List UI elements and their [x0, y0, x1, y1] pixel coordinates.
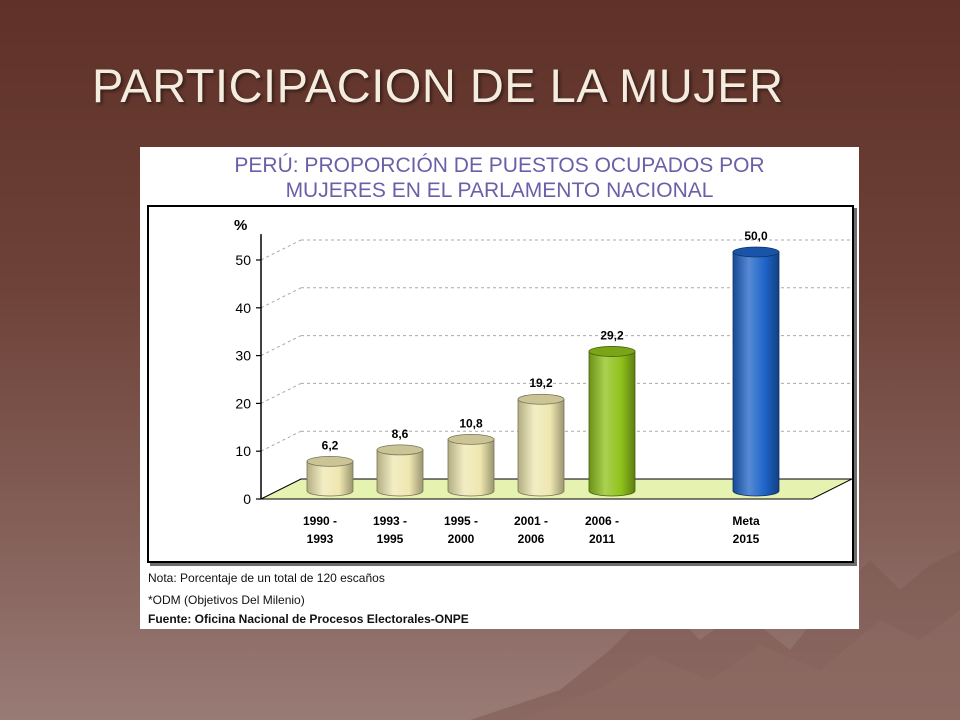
bar-0 — [306, 460, 354, 497]
bar-top-5 — [732, 246, 780, 258]
data-label-2: 10,8 — [459, 416, 483, 430]
gridline-diagonal-20 — [260, 382, 302, 404]
bar-top-0 — [306, 455, 354, 467]
y-axis-label: % — [234, 217, 247, 234]
x-tick-label-5-b: 2015 — [733, 532, 760, 546]
data-label-3: 19,2 — [529, 376, 553, 390]
y-tick-label-0: 0 — [243, 491, 251, 507]
x-tick-label-1-a: 1993 - — [373, 514, 407, 528]
data-label-5: 50,0 — [744, 229, 768, 243]
note-source: Fuente: Oficina Nacional de Procesos Ele… — [148, 612, 469, 626]
bar-top-2 — [447, 433, 495, 445]
bar-chart: 0 10 20 30 40 50% 6,2 1990 - 1993 8,6 1993 - 1995 10… — [234, 217, 852, 546]
chart-panel: PERÚ: PROPORCIÓN DE PUESTOS OCUPADOS POR… — [140, 147, 859, 629]
bar-4 — [588, 351, 636, 497]
chart-title-line-2: MUJERES EN EL PARLAMENTO NACIONAL — [285, 179, 714, 202]
bar-top-1 — [376, 444, 424, 456]
bar-1 — [376, 449, 424, 497]
x-tick-label-1-b: 1995 — [377, 532, 404, 546]
note-seats: Nota: Porcentaje de un total de 120 esca… — [148, 571, 385, 585]
x-tick-label-4-a: 2006 - — [585, 514, 619, 528]
chart-title-line-1: PERÚ: PROPORCIÓN DE PUESTOS OCUPADOS POR — [234, 154, 765, 177]
x-tick-label-4-b: 2011 — [589, 532, 615, 546]
x-tick-label-2-a: 1995 - — [444, 514, 478, 528]
data-label-4: 29,2 — [600, 328, 624, 342]
y-tick-label-40: 40 — [235, 300, 251, 316]
x-tick-label-2-b: 2000 — [448, 532, 475, 546]
gridline-diagonal-40 — [260, 287, 302, 309]
y-tick-label-50: 50 — [235, 252, 251, 268]
x-tick-label-3-a: 2001 - — [514, 514, 548, 528]
bar-5 — [732, 251, 780, 497]
y-tick-label-10: 10 — [235, 443, 251, 459]
gridline-diagonal-30 — [260, 335, 302, 357]
x-tick-label-0-a: 1990 - — [303, 514, 337, 528]
gridline-diagonal-10 — [260, 430, 302, 452]
x-tick-label-3-b: 2006 — [518, 532, 545, 546]
x-tick-label-0-b: 1993 — [307, 532, 334, 546]
y-tick-label-30: 30 — [235, 348, 251, 364]
bar-top-3 — [517, 393, 565, 405]
note-odm: *ODM (Objetivos Del Milenio) — [148, 593, 305, 607]
bar-top-4 — [588, 346, 636, 357]
gridline-diagonal-50 — [260, 239, 302, 261]
data-label-0: 6,2 — [322, 438, 339, 452]
slide-title: PARTICIPACION DE LA MUJER — [92, 59, 784, 112]
chart-frame: 0 10 20 30 40 50% 6,2 1990 - 1993 8,6 1993 - 1995 10… — [147, 205, 854, 563]
y-tick-label-20: 20 — [235, 395, 251, 411]
data-label-1: 8,6 — [392, 427, 409, 441]
bar-2 — [447, 438, 495, 497]
bar-3 — [517, 398, 565, 497]
x-tick-label-5-a: Meta — [732, 514, 760, 528]
